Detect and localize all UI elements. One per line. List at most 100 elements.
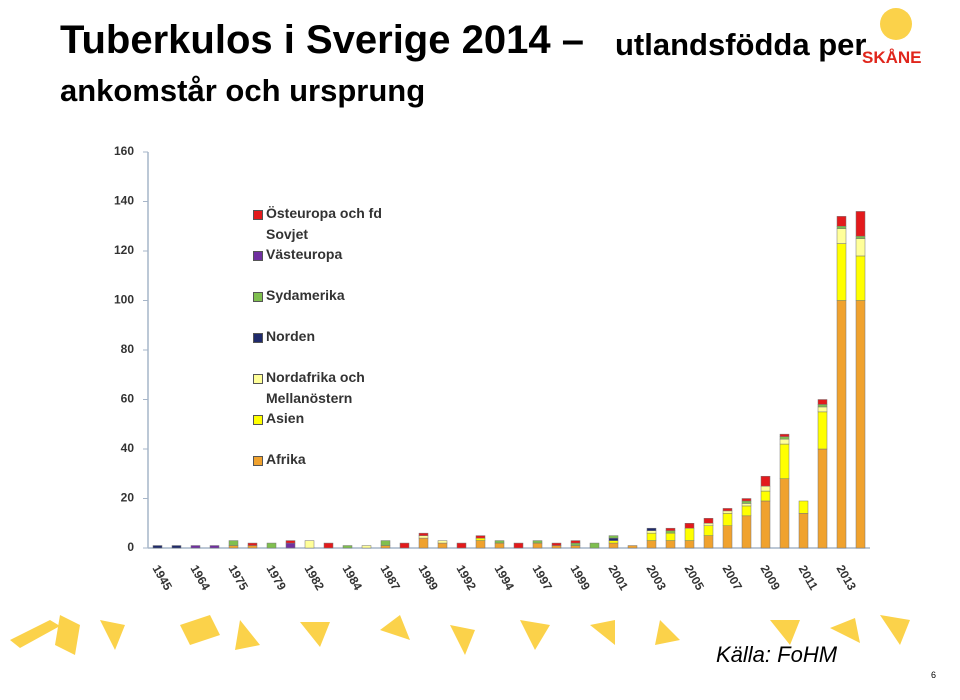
title-sub: utlandsfödda per ankomstår och ursprung [60,27,867,108]
bar-segment [817,399,828,405]
legend-label: Asien [266,410,305,426]
bar-segment [437,540,448,544]
bar-segment [855,238,866,257]
bar-segment [475,535,486,539]
legend-label: Östeuropa och fd Sovjet [266,205,382,242]
x-tick-label: 2011 [796,563,821,593]
bar-segment [399,542,410,549]
bar-segment [798,500,809,514]
bar-segment [247,545,258,549]
legend-label: Sydamerika [266,287,345,303]
legend-swatch [253,333,263,343]
bar-segment [646,532,657,541]
legend-label: Nordafrika och Mellanöstern [266,369,365,406]
legend-label: Norden [266,328,315,344]
bar-segment [532,540,543,544]
bar-segment [228,540,239,546]
bar-segment [703,525,714,536]
bar-segment [570,542,581,546]
y-tick-label: 80 [121,342,135,356]
x-tick-label: 2007 [719,563,745,593]
bar-segment [855,300,866,549]
legend-swatch [253,292,263,302]
bar-segment [380,545,391,549]
bar-segment [703,523,714,526]
bar-segment [228,545,239,549]
bar-segment [646,527,657,531]
bar-segment [779,443,790,479]
bar-segment [266,542,277,549]
x-tick-label: 1989 [415,563,441,593]
bar-segment [570,545,581,549]
bar-segment [722,513,733,526]
bar-segment [456,542,467,549]
legend-swatch [253,415,263,425]
x-tick-label: 2005 [681,563,707,593]
x-tick-label: 1945 [149,563,175,593]
bar-segment [361,545,372,549]
bar-segment [608,535,619,539]
bar-segment [418,537,429,549]
x-tick-label: 2013 [833,563,859,593]
legend-label: Västeuropa [266,246,343,262]
bar-segment [722,508,733,512]
y-tick-label: 0 [127,540,134,554]
bar-segment [703,518,714,524]
bar-segment [779,436,790,440]
y-tick-label: 100 [114,293,134,307]
bar-segment [665,540,676,549]
x-tick-label: 1994 [491,563,517,593]
y-tick-label: 60 [121,392,135,406]
y-tick-label: 120 [114,243,134,257]
bar-segment [836,226,847,229]
bar-segment [608,540,619,544]
bar-segment [684,540,695,549]
bar-segment [779,438,790,445]
bar-segment [665,532,676,541]
bar-segment [171,545,182,549]
x-tick-label: 1992 [453,563,479,593]
bar-segment [760,490,771,502]
bar-segment [551,542,562,546]
bar-segment [779,433,790,437]
legend-swatch [253,374,263,384]
bar-segment [627,545,638,549]
bar-segment [494,540,505,544]
legend-swatch [253,456,263,466]
x-tick-label: 1984 [339,563,365,593]
bar-segment [665,527,676,531]
bar-segment [817,404,828,408]
bar-segment [475,540,486,549]
bar-segment [589,542,600,549]
bar-segment [836,228,847,244]
bar-segment [855,255,866,301]
bar-segment [684,523,695,529]
legend-swatch [253,251,263,261]
x-tick-label: 1999 [567,563,593,593]
bar-segment [380,540,391,546]
bar-segment [779,478,790,549]
bar-segment [741,515,752,549]
bar-segment [608,542,619,549]
bar-segment [684,527,695,541]
bar-segment [836,300,847,549]
bar-segment [798,513,809,549]
page-number: 6 [931,670,937,680]
x-tick-label: 1987 [377,563,403,593]
bar-segment [190,545,201,549]
x-tick-label: 1964 [187,563,213,593]
bar-segment [646,540,657,549]
bar-segment [304,540,315,549]
bar-segment [722,510,733,514]
bar-segment [418,532,429,536]
bar-segment [855,211,866,237]
bar-segment [665,530,676,534]
bar-segment [760,475,771,487]
bar-segment [817,448,828,549]
y-tick-label: 20 [121,491,135,505]
bar-segment [760,485,771,492]
source: Källa: FoHM [716,642,838,667]
bar-segment [855,235,866,239]
x-tick-label: 1979 [263,563,289,593]
